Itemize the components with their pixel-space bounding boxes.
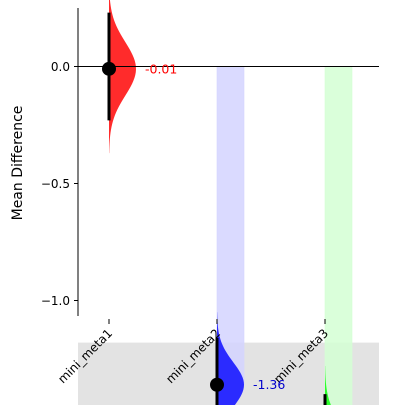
mean-point-mini_meta2: [210, 377, 224, 392]
mean-point-mini_meta1: [102, 61, 116, 76]
mean-diff-bar-mini_meta2: [216, 66, 245, 386]
data-label-mini_meta2: -1.36: [253, 377, 285, 392]
y-tick-label: 0.0: [51, 60, 70, 74]
y-tick-label: −0.5: [41, 177, 70, 191]
y-axis-title: Mean Difference: [10, 106, 26, 221]
mean-diff-bar-mini_meta3: [324, 66, 353, 405]
y-tick-label: −1.0: [41, 294, 70, 308]
distribution-mini_meta2: [217, 312, 244, 405]
distribution-mini_meta1: [109, 0, 136, 154]
data-label-mini_meta1: -0.01: [145, 61, 177, 76]
